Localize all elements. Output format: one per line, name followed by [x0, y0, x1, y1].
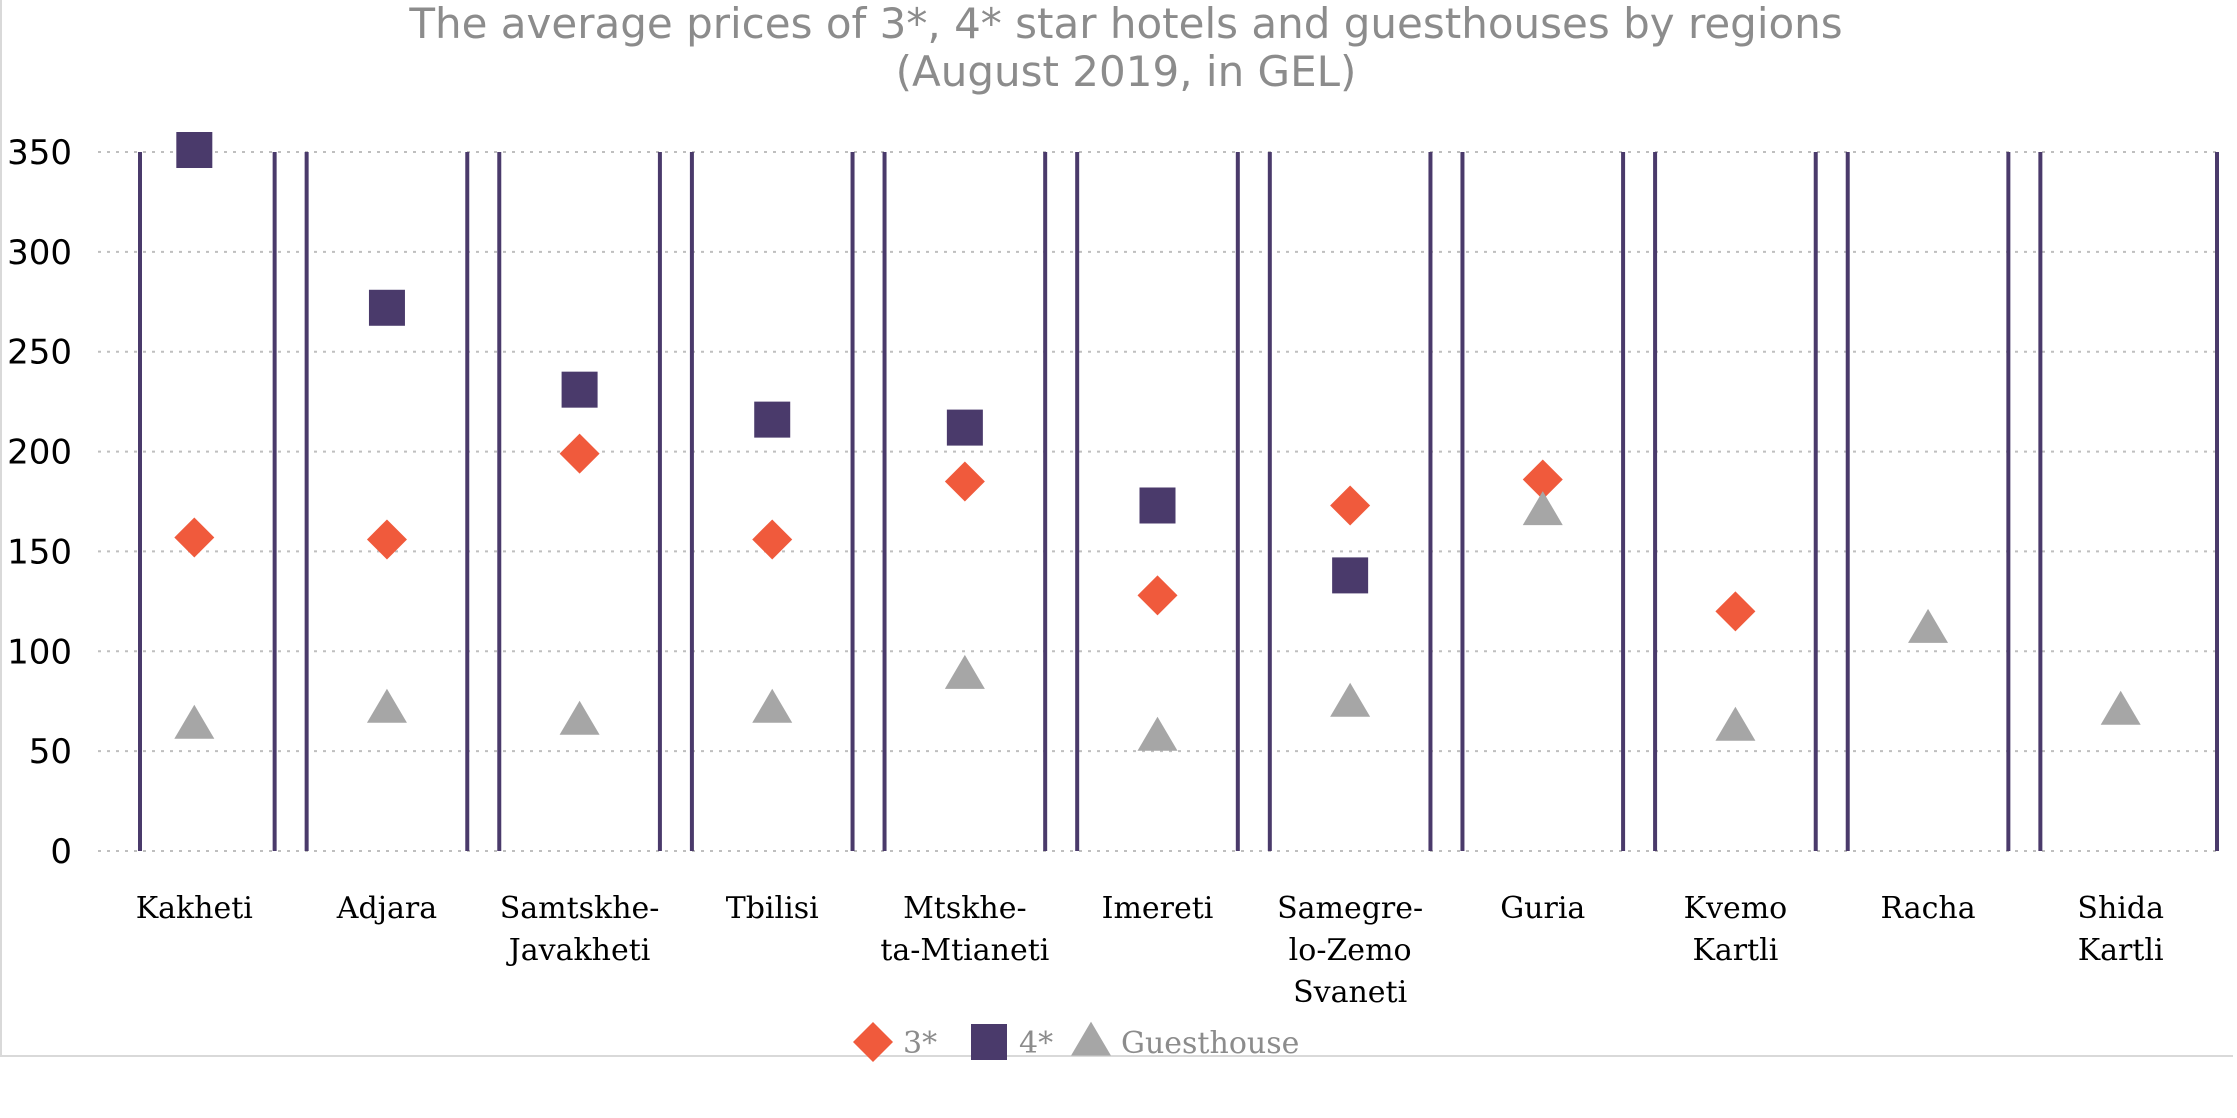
x-tick-label: Racha	[1880, 891, 1975, 926]
legend-marker-square	[971, 1024, 1007, 1060]
y-tick-label: 100	[7, 632, 72, 672]
point-diamond	[174, 517, 215, 558]
legend-label: 3*	[903, 1026, 937, 1061]
point-triangle	[752, 688, 793, 723]
y-tick-label: 200	[7, 433, 72, 473]
x-tick-label: Kakheti	[136, 891, 253, 926]
y-tick-label: 50	[29, 732, 72, 772]
point-square	[561, 371, 598, 408]
chart-title-line: (August 2019, in GEL)	[896, 47, 1357, 96]
point-triangle	[1522, 491, 1563, 526]
point-triangle	[1908, 608, 1949, 643]
legend: 3* 4* Guesthouse	[853, 1021, 1299, 1062]
point-triangle	[2100, 690, 2141, 725]
point-triangle	[1137, 716, 1178, 751]
data-points	[174, 132, 2141, 751]
region-dividers	[138, 152, 2219, 851]
legend-marker-triangle	[1071, 1021, 1111, 1056]
point-square	[946, 409, 983, 446]
legend-marker-diamond	[853, 1022, 893, 1062]
chart-title-line: The average prices of 3*, 4* star hotels…	[408, 0, 1842, 48]
x-tick-label: Samtskhe-Javakheti	[500, 891, 660, 968]
x-tick-label: Mtskhe-ta-Mtianeti	[880, 891, 1049, 968]
legend-label: Guesthouse	[1121, 1026, 1299, 1061]
point-square	[1139, 487, 1176, 524]
point-square	[754, 401, 791, 438]
point-diamond	[1522, 459, 1563, 500]
point-triangle	[559, 700, 600, 735]
point-square	[1332, 557, 1369, 594]
point-diamond	[1715, 591, 1756, 632]
legend-label: 4*	[1019, 1026, 1053, 1061]
x-tick-label: Samegre-lo-Zemo Svaneti	[1277, 891, 1423, 1010]
point-diamond	[1330, 485, 1371, 526]
point-diamond	[366, 519, 407, 560]
x-tick-label: Adjara	[336, 891, 437, 926]
point-diamond	[944, 461, 985, 502]
y-tick-label: 350	[7, 133, 72, 173]
point-triangle	[1330, 682, 1371, 717]
x-tick-label: Imereti	[1102, 891, 1214, 926]
y-tick-label: 150	[7, 532, 72, 572]
x-tick-label: Kvemo Kartli	[1684, 891, 1788, 968]
chart-title: The average prices of 3*, 4* star hotels…	[408, 0, 1842, 96]
gridlines	[98, 151, 2217, 852]
x-tick-label: Tbilisi	[726, 891, 819, 926]
x-tick-label: Guria	[1500, 891, 1585, 926]
y-tick-label: 300	[7, 233, 72, 273]
x-axis: Kakheti Adjara Samtskhe-Javakheti Tbilisi Mt…	[136, 891, 2164, 1010]
x-tick-label: Shida Kartli	[2077, 891, 2164, 968]
point-diamond	[752, 519, 793, 560]
y-axis: 0 50 100 150 200 250 300 350	[7, 133, 72, 872]
chart-frame	[0, 0, 2233, 1057]
y-tick-label: 0	[50, 832, 72, 872]
y-tick-label: 250	[7, 333, 72, 373]
point-square	[368, 289, 405, 326]
point-triangle	[944, 654, 985, 689]
point-triangle	[366, 688, 407, 723]
point-diamond	[559, 433, 600, 474]
point-triangle	[174, 704, 215, 739]
point-diamond	[1137, 575, 1178, 616]
point-square	[176, 132, 213, 169]
point-triangle	[1715, 706, 1756, 741]
